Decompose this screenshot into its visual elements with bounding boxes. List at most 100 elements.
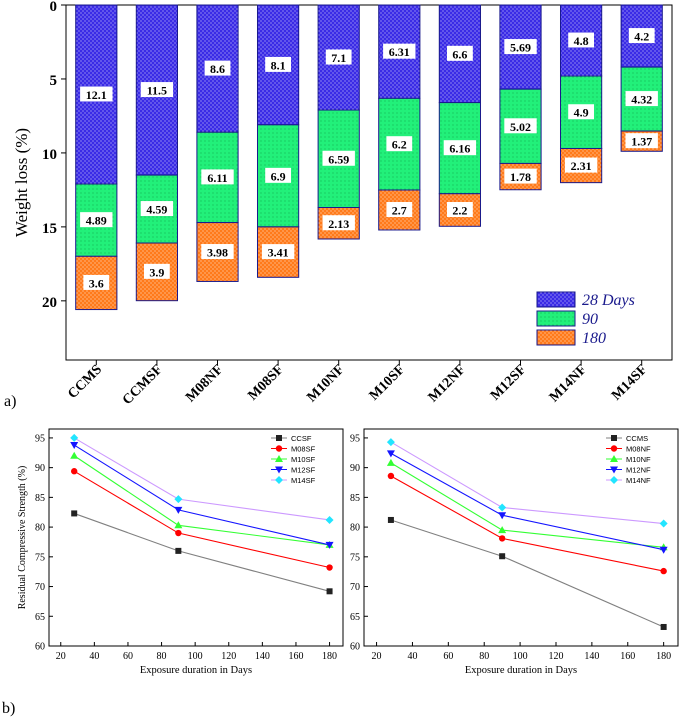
x-axis-label: Exposure duration in Days <box>465 665 577 676</box>
data-label-box <box>80 86 113 102</box>
data-point <box>275 466 283 474</box>
legend-label: M14SF <box>291 476 316 485</box>
y-tick-label: 75 <box>35 552 45 563</box>
x-tick-label: 160 <box>620 651 635 662</box>
data-point <box>659 519 668 528</box>
data-label: 6.6 <box>452 47 467 61</box>
data-point <box>71 510 78 517</box>
data-label: 12.1 <box>86 88 107 102</box>
plot-frame <box>48 428 344 647</box>
data-label: 5.02 <box>510 120 531 134</box>
data-label: 4.32 <box>631 93 652 107</box>
data-point <box>275 455 283 462</box>
data-label: 2.31 <box>571 159 592 173</box>
y-tick-label: 70 <box>35 582 45 593</box>
data-label-box <box>140 82 174 98</box>
y-tick-label: 70 <box>350 582 360 593</box>
data-label-box <box>201 169 234 185</box>
data-label: 7.1 <box>331 51 346 65</box>
data-point <box>660 567 667 575</box>
data-point <box>275 476 283 484</box>
y-tick-label: 5 <box>50 73 58 89</box>
data-point <box>326 588 333 595</box>
data-label: 3.9 <box>149 265 164 279</box>
data-label-box <box>568 104 594 120</box>
y-axis-label: Residual Compressive Strength (%) <box>17 466 28 610</box>
data-point <box>174 521 183 529</box>
x-tick-label: M10SF <box>367 362 408 403</box>
data-point <box>610 476 618 484</box>
data-label: 4.9 <box>574 106 589 120</box>
plot-frame <box>65 4 673 361</box>
data-label-box <box>83 274 110 290</box>
data-label: 5.69 <box>510 41 531 55</box>
data-label: 4.59 <box>146 203 167 217</box>
legend-label: M08SF <box>291 445 316 454</box>
y-tick-label: 0 <box>50 0 58 15</box>
data-label-box <box>140 201 174 217</box>
panel-label-b: b) <box>2 700 16 717</box>
data-point <box>386 438 395 447</box>
x-tick-label: M12NF <box>426 362 469 405</box>
x-tick-label: CCMSF <box>120 362 166 408</box>
data-label: 1.78 <box>510 170 531 184</box>
x-tick-label: 40 <box>407 651 417 662</box>
data-label-box <box>628 28 655 44</box>
data-label: 3.98 <box>207 246 228 260</box>
x-tick-label: M12SF <box>488 362 529 403</box>
data-label-box <box>261 244 295 260</box>
data-label: 11.5 <box>147 84 167 98</box>
data-label: 4.2 <box>634 30 649 44</box>
data-point <box>386 450 395 458</box>
data-label: 2.2 <box>452 204 467 218</box>
data-label-box <box>386 202 413 218</box>
data-label: 8.1 <box>271 58 286 72</box>
data-point <box>325 515 334 524</box>
x-tick-label: 160 <box>288 651 303 662</box>
x-tick-label: 120 <box>548 651 563 662</box>
data-point <box>498 512 507 520</box>
legend-label: 180 <box>582 330 606 347</box>
y-tick-label: 60 <box>35 642 45 653</box>
data-label-box <box>201 244 234 260</box>
y-tick-label: 80 <box>35 523 45 534</box>
data-label: 4.89 <box>86 214 107 228</box>
data-point <box>610 455 618 462</box>
y-tick-label: 90 <box>35 463 45 474</box>
legend-label: M10SF <box>291 455 316 464</box>
data-point <box>386 458 395 466</box>
data-label-box <box>383 43 416 59</box>
y-tick-label: 85 <box>35 493 45 504</box>
y-tick-label: 65 <box>35 612 45 623</box>
data-point <box>498 535 506 542</box>
data-label-box <box>568 32 594 48</box>
y-tick-label: 15 <box>42 221 57 237</box>
data-label-box <box>325 49 352 65</box>
legend-label: 28 Days <box>582 292 635 309</box>
data-label: 8.6 <box>210 62 225 76</box>
series-line <box>390 441 664 525</box>
data-point <box>611 435 617 441</box>
y-tick-label: 95 <box>35 433 45 444</box>
weight-loss-bar-chart: 0 5 10 15 20 Weight loss (%) 12.1 4.89 3.6 CCMS 11… <box>12 0 673 408</box>
legend-label: CCMS <box>626 434 648 443</box>
data-label-box <box>386 136 413 152</box>
data-label-box <box>625 91 658 107</box>
data-point <box>610 445 618 452</box>
y-tick-label: 10 <box>42 147 57 163</box>
data-label-box <box>80 212 113 228</box>
x-tick-label: 100 <box>513 651 528 662</box>
data-label: 1.37 <box>631 135 652 149</box>
residual-strength-sf-chart: 60 65 70 75 80 85 90 95 20 40 60 80 100 120 140 160 180 E… <box>17 428 344 676</box>
data-point <box>387 472 395 480</box>
x-tick-label: 80 <box>157 651 167 662</box>
data-point <box>175 529 182 537</box>
data-label: 3.6 <box>89 276 104 290</box>
data-label-box <box>322 215 355 231</box>
data-point <box>659 546 668 554</box>
y-tick-label: 85 <box>350 493 360 504</box>
x-tick-label: M10NF <box>304 362 347 405</box>
data-point <box>175 547 182 554</box>
x-tick-label: M08SF <box>246 362 287 403</box>
x-tick-label: 60 <box>123 651 133 662</box>
